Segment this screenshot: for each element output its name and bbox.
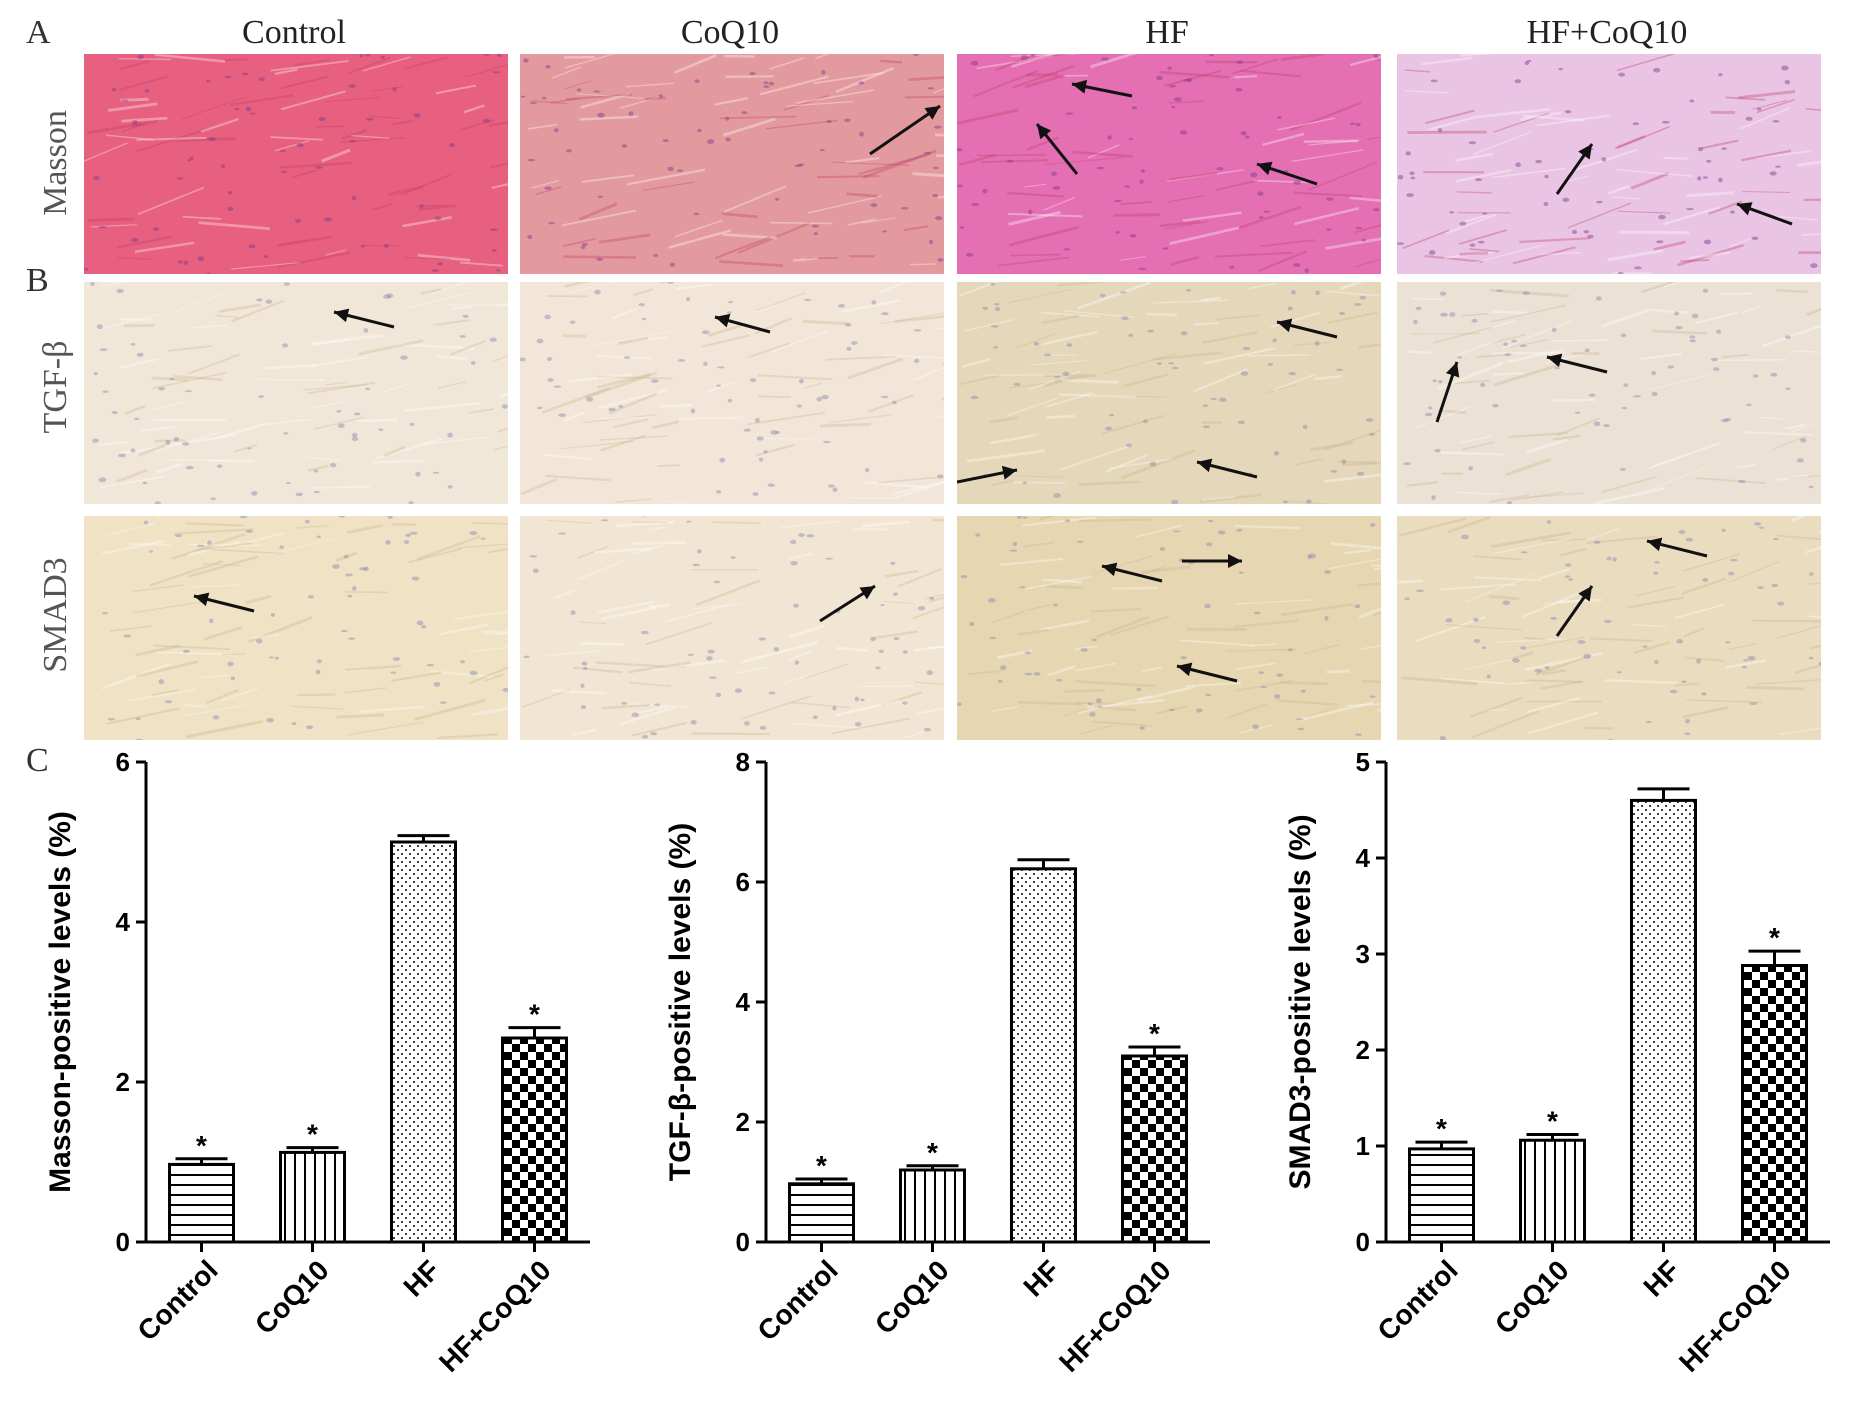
y-tick-label: 0 [736,1227,750,1257]
bar-coq10 [281,1152,345,1242]
y-axis-label: TGF-β-positive levels (%) [664,823,697,1181]
x-tick-label: Control [131,1254,223,1346]
y-tick-label: 1 [1356,1131,1370,1161]
pointer-arrow-icon [870,106,940,154]
bar-coq10 [1521,1140,1585,1242]
pointer-arrow-icon [194,593,254,611]
micrograph-masson-coq10 [520,54,944,274]
pointer-arrow-icon [1557,586,1592,636]
y-tick-label: 2 [736,1107,750,1137]
panel-letter-a: A [26,14,51,52]
x-tick-label: HF [397,1254,445,1302]
x-tick-label: HF+CoQ10 [1053,1254,1177,1378]
y-tick-label: 5 [1356,747,1370,777]
micrograph-tgf-coq10 [520,282,944,504]
bar-chart-smad3: 0 1 2 3 4 5 SMAD3-positive levels (%) * Control *… [1240,740,1870,1420]
bar-hf [392,842,456,1242]
bar-control [1410,1149,1474,1242]
pointer-arrow-icon [1647,538,1707,556]
significance-marker: * [1769,922,1780,953]
y-tick-label: 8 [736,747,750,777]
micrograph-masson-hf-coq10 [1397,54,1821,274]
y-tick-label: 3 [1356,939,1370,969]
micrograph-tgf-hf-coq10 [1397,282,1821,504]
micrograph-smad3-control [84,516,508,740]
y-tick-label: 4 [736,987,751,1017]
pointer-arrow-icon [1277,319,1337,337]
bar-hf-coq10 [503,1038,567,1242]
pointer-arrow-icon [1197,459,1257,477]
y-tick-label: 2 [116,1067,130,1097]
significance-marker: * [196,1130,207,1161]
row-label-smad3: SMAD3 [37,535,75,695]
x-tick-label: Control [1371,1254,1463,1346]
micrograph-smad3-hf-coq10 [1397,516,1821,740]
x-tick-label: HF+CoQ10 [433,1254,557,1378]
bar-coq10 [901,1170,965,1242]
bar-chart-tgf-beta: 0 2 4 6 8 TGF-β-positive levels (%) * Control * C… [620,740,1240,1420]
micrograph-masson-hf [957,54,1381,274]
y-tick-label: 0 [1356,1227,1370,1257]
x-tick-label: HF+CoQ10 [1673,1254,1797,1378]
column-title-control: Control [84,14,504,52]
significance-marker: * [816,1150,827,1181]
micrograph-tgf-control [84,282,508,504]
pointer-arrow-icon [957,466,1017,482]
panel-letter-b: B [26,262,49,300]
significance-marker: * [927,1137,938,1168]
pointer-arrow-icon [715,314,770,332]
column-title-hf-coq10: HF+CoQ10 [1397,14,1817,52]
significance-marker: * [1149,1018,1160,1049]
y-axis-label: Masson-positive levels (%) [44,811,77,1193]
bar-hf [1012,869,1076,1242]
y-tick-label: 0 [116,1227,130,1257]
y-tick-label: 4 [116,907,131,937]
x-tick-label: HF [1017,1254,1065,1302]
x-tick-label: CoQ10 [1489,1254,1575,1340]
y-tick-label: 4 [1356,843,1371,873]
bar-hf-coq10 [1743,966,1807,1242]
pointer-arrow-icon [334,309,394,327]
significance-marker: * [307,1119,318,1150]
micrograph-masson-control [84,54,508,274]
x-tick-label: CoQ10 [249,1254,335,1340]
row-label-masson: Masson [37,83,75,243]
micrograph-smad3-coq10 [520,516,944,740]
significance-marker: * [1547,1105,1558,1136]
pointer-arrow-icon [1737,202,1792,224]
column-title-hf: HF [957,14,1377,52]
significance-marker: * [1436,1113,1447,1144]
row-label-tgf-beta: TGF-β [37,307,75,467]
micrograph-smad3-hf [957,516,1381,740]
pointer-arrow-icon [1177,663,1237,681]
micrograph-tgf-hf [957,282,1381,504]
pointer-arrow-icon [1072,80,1132,96]
bar-chart-masson: 0 2 4 6 Masson-positive levels (%) * Control * C… [0,740,620,1420]
bar-control [790,1184,854,1242]
x-tick-label: Control [751,1254,843,1346]
column-title-coq10: CoQ10 [520,14,940,52]
significance-marker: * [529,999,540,1030]
bar-control [170,1164,234,1242]
pointer-arrow-icon [820,586,875,621]
pointer-arrow-icon [1182,554,1242,568]
pointer-arrow-icon [1037,124,1077,174]
bar-hf-coq10 [1123,1056,1187,1242]
y-tick-label: 6 [116,747,130,777]
y-tick-label: 2 [1356,1035,1370,1065]
y-tick-label: 6 [736,867,750,897]
x-tick-label: HF [1637,1254,1685,1302]
x-tick-label: CoQ10 [869,1254,955,1340]
bar-hf [1632,800,1696,1242]
y-axis-label: SMAD3-positive levels (%) [1284,814,1317,1189]
